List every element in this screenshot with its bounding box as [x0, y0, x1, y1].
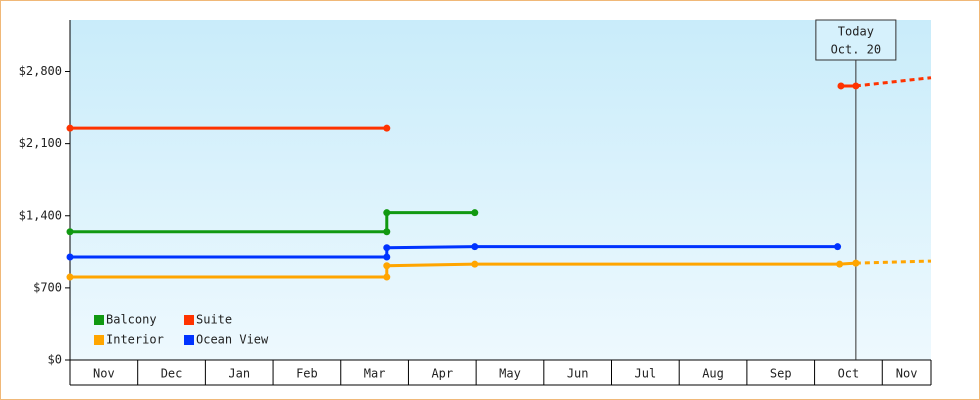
plot-area: [70, 20, 931, 360]
y-tick-label: $0: [48, 353, 62, 367]
point: [66, 273, 74, 281]
point: [471, 243, 479, 251]
series-line: [70, 211, 475, 234]
x-tick-label: Nov: [896, 367, 918, 381]
point: [66, 124, 74, 132]
x-tick-label: May: [499, 367, 521, 381]
forecast-line: [855, 259, 932, 265]
x-tick-label: Aug: [702, 367, 724, 381]
x-tick-label: Nov: [93, 367, 115, 381]
x-tick-label: Jan: [228, 367, 250, 381]
x-tick-label: Feb: [296, 367, 318, 381]
x-tick-label: Dec: [161, 367, 183, 381]
point: [837, 82, 845, 90]
point: [383, 262, 391, 270]
y-tick-label: $1,400: [19, 208, 62, 222]
point: [66, 253, 74, 261]
legend-label: Suite: [196, 313, 232, 327]
point: [383, 253, 391, 261]
point: [383, 244, 391, 252]
point: [66, 228, 74, 236]
today-box: [815, 19, 897, 61]
point: [834, 243, 842, 251]
legend-label: Balcony: [106, 313, 157, 327]
point: [383, 228, 391, 236]
legend-label: Interior: [106, 333, 164, 347]
x-tick-label: Jul: [635, 367, 657, 381]
today-label: Today: [838, 25, 874, 39]
x-tick-label: Apr: [431, 367, 453, 381]
point: [383, 209, 391, 217]
y-tick-label: $700: [33, 280, 62, 294]
y-tick-label: $2,100: [19, 136, 62, 150]
point: [836, 260, 844, 268]
point: [471, 260, 479, 268]
point: [383, 124, 391, 132]
legend-swatch: [94, 315, 104, 325]
legend-swatch: [184, 335, 194, 345]
x-tick-label: Sep: [770, 367, 792, 381]
legend-label: Ocean View: [196, 333, 269, 347]
x-tick-label: Jun: [567, 367, 589, 381]
point: [383, 273, 391, 281]
point: [852, 82, 860, 90]
point: [852, 259, 860, 267]
x-tick-label: Mar: [364, 367, 386, 381]
legend-swatch: [94, 335, 104, 345]
y-tick-label: $2,800: [19, 64, 62, 78]
legend-swatch: [184, 315, 194, 325]
today-label: Oct. 20: [831, 43, 882, 57]
point: [471, 209, 479, 217]
forecast-line: [855, 76, 932, 88]
x-tick-label: Oct: [838, 367, 860, 381]
